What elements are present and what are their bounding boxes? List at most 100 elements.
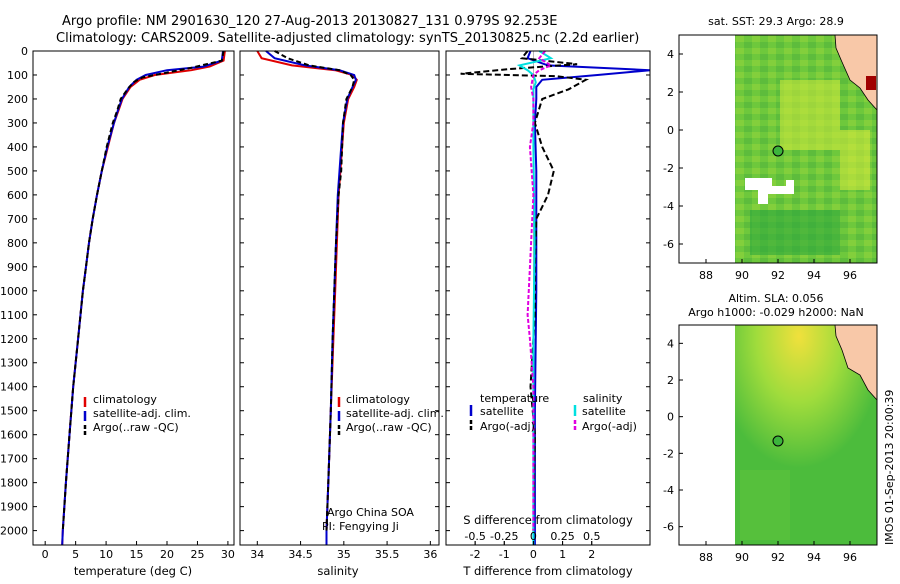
sla-map-title-1: Altim. SLA: 0.056	[728, 292, 823, 305]
depth-tick-label: 600	[7, 189, 28, 202]
depth-tick-label: 1300	[0, 357, 28, 370]
map-lat-label: -4	[663, 200, 674, 213]
series-line-satellite-adj-clim-	[61, 50, 224, 546]
difference-series	[460, 50, 651, 545]
sst-map-title: sat. SST: 29.3 Argo: 28.9	[708, 15, 844, 28]
sst-map: sat. SST: 29.3 Argo: 28.9 88 90 92 94 96 4 2 0 -…	[663, 15, 878, 282]
map-lat-label: 4	[667, 48, 674, 61]
land-hotspot	[866, 76, 876, 90]
legend-climatology: climatology	[93, 393, 157, 406]
depth-tick-label: 1000	[0, 285, 28, 298]
legend-s-argo: Argo(-adj)	[582, 420, 637, 433]
difference-t-x-tick-label: 2	[588, 548, 595, 561]
map-lat-label: -6	[663, 238, 674, 251]
map-lon-label: 94	[807, 269, 821, 282]
sst-cool-patch	[750, 210, 840, 255]
map-lon-label: 88	[699, 551, 713, 564]
salinity-frame	[239, 50, 440, 546]
temperature-frame	[32, 50, 235, 546]
map-lat-label: 2	[667, 86, 674, 99]
map-lat-label: -2	[663, 447, 674, 460]
sla-map-title-2: Argo h1000: -0.029 h2000: NaN	[688, 306, 864, 319]
salinity-x-tick-label: 36	[423, 548, 437, 561]
salinity-x-axis: 34 34.5 35 35.5 36	[250, 541, 437, 561]
map-lon-label: 92	[771, 551, 785, 564]
depth-tick-label: 1500	[0, 405, 28, 418]
map-lat-label: -2	[663, 162, 674, 175]
difference-frame	[445, 50, 651, 546]
depth-tick-label: 0	[21, 45, 28, 58]
map-lon-label: 90	[735, 551, 749, 564]
map-lat-label: 4	[667, 337, 674, 350]
temperature-x-axis: 0 5 10 15 20 25 30	[42, 541, 235, 561]
temperature-x-tick-label: 25	[190, 548, 204, 561]
map-lat-label: 0	[667, 124, 674, 137]
difference-legend: temperature salinity satellite Argo(-adj…	[469, 392, 637, 433]
annotation-program: Argo China SOA	[327, 506, 414, 519]
series-line-argo-raw-qc-	[61, 50, 225, 531]
map-lat-label: -6	[663, 521, 674, 534]
map-lon-label: 96	[843, 269, 857, 282]
temperature-legend: climatology satellite-adj. clim. Argo(..…	[83, 393, 191, 435]
legend-climatology: climatology	[346, 393, 410, 406]
salinity-panel: 34 34.5 35 35.5 36 salinity climatology sate…	[239, 50, 444, 578]
sst-warm-patch	[840, 130, 870, 190]
legend-t-satellite: satellite	[480, 405, 524, 418]
depth-tick-label: 300	[7, 117, 28, 130]
series-line-climatology	[61, 50, 226, 546]
difference-s-x-tick-label: 0.5	[583, 530, 601, 543]
depth-tick-label: 800	[7, 237, 28, 250]
temperature-series	[61, 50, 226, 546]
difference-t-x-tick-label: -2	[470, 548, 481, 561]
depth-tick-label: 1900	[0, 501, 28, 514]
temperature-x-tick-label: 10	[99, 548, 113, 561]
depth-tick-label: 500	[7, 165, 28, 178]
temperature-x-tick-label: 30	[221, 548, 235, 561]
legend-satellite-adj: satellite-adj. clim.	[346, 407, 444, 420]
depth-axis: 0 100 200 300 400 500 600 700 800 900 1000 1100 1200…	[0, 45, 650, 538]
depth-tick-label: 700	[7, 213, 28, 226]
salinity-series	[256, 50, 358, 545]
depth-tick-label: 1100	[0, 309, 28, 322]
depth-tick-label: 1600	[0, 429, 28, 442]
header-line-1: Argo profile: NM 2901630_120 27-Aug-2013…	[62, 14, 558, 29]
difference-t-x-tick-label: -1	[499, 548, 510, 561]
annotation-pi: PI: Fengying Ji	[322, 520, 399, 533]
temperature-x-tick-label: 20	[160, 548, 174, 561]
salinity-legend: climatology satellite-adj. clim. Argo(..…	[337, 393, 444, 435]
difference-xlabel: T difference from climatology	[462, 564, 633, 578]
difference-x2label: S difference from climatology	[463, 513, 633, 527]
sst-map-axes: 88 90 92 94 96 4 2 0 -2 -4 -6	[663, 48, 857, 282]
map-lon-label: 90	[735, 269, 749, 282]
series-line-s-argo-adj-	[526, 50, 554, 531]
salinity-x-tick-label: 34.5	[288, 548, 313, 561]
salinity-x-tick-label: 35	[337, 548, 351, 561]
depth-tick-label: 100	[7, 69, 28, 82]
legend-argo: Argo(..raw -QC)	[93, 421, 179, 434]
map-lon-label: 96	[843, 551, 857, 564]
difference-t-x-tick-label: 0	[530, 548, 537, 561]
difference-s-x-tick-label: 0	[530, 530, 537, 543]
map-lon-label: 94	[807, 551, 821, 564]
depth-tick-label: 400	[7, 141, 28, 154]
depth-tick-label: 1200	[0, 333, 28, 346]
map-lon-label: 88	[699, 269, 713, 282]
legend-t-argo: Argo(-adj)	[480, 420, 535, 433]
map-lat-label: -4	[663, 484, 674, 497]
salinity-x-tick-label: 35.5	[375, 548, 400, 561]
series-line-t-satellite	[526, 50, 651, 545]
footer-stamp: IMOS 01-Sep-2013 20:00:39	[883, 390, 896, 545]
depth-tick-label: 1400	[0, 381, 28, 394]
series-line-t-argo-adj-	[460, 50, 590, 531]
temperature-panel: 0100200300400500600700800900100011001200…	[0, 45, 650, 578]
depth-tick-label: 1700	[0, 453, 28, 466]
temperature-x-tick-label: 15	[130, 548, 144, 561]
temperature-x-tick-label: 0	[42, 548, 49, 561]
legend-argo: Argo(..raw -QC)	[346, 421, 432, 434]
depth-tick-label: 2000	[0, 525, 28, 538]
difference-s-x-tick-label: 0.25	[550, 530, 575, 543]
argo-float-marker	[772, 435, 784, 447]
salinity-xlabel: salinity	[317, 564, 358, 578]
salinity-x-tick-label: 34	[250, 548, 264, 561]
